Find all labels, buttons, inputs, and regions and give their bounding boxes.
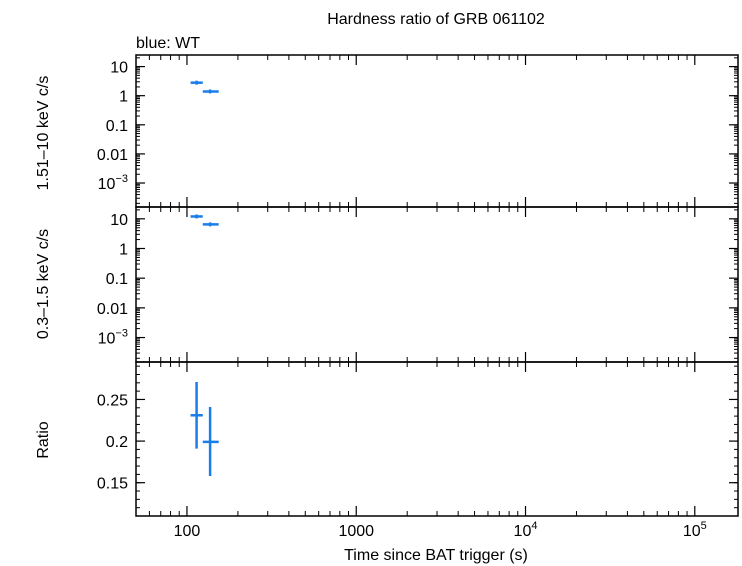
y-tick-label: 10	[110, 60, 128, 77]
x-tick-label: 104	[514, 520, 538, 540]
y-tick-label: 0.1	[106, 118, 128, 135]
panel-2-ylabel: 0.3–1.5 keV c/s	[35, 229, 52, 339]
panel-3-frame	[135, 361, 739, 517]
panel-1: 10 1 0.1 0.01 10−3	[97, 54, 739, 208]
y-tick-label: 0.15	[97, 476, 128, 493]
panel-1-frame	[135, 54, 739, 208]
y-tick-label: 10	[110, 212, 128, 229]
y-tick-label: 1	[119, 241, 128, 258]
panel-3-data-point-2	[202, 406, 219, 477]
y-tick-label: 0.01	[97, 147, 128, 164]
x-tick-label: 1000	[338, 523, 374, 540]
y-tick-label: 1	[119, 89, 128, 106]
x-tick-label: 105	[683, 520, 707, 540]
y-tick-label: 0.1	[106, 271, 128, 288]
y-tick-label: 0.25	[97, 392, 128, 409]
y-tick-label: 10−3	[98, 328, 128, 348]
x-tick-label: 100	[174, 523, 201, 540]
y-tick-label: 10−3	[98, 173, 128, 193]
chart-subtitle: blue: WT	[136, 35, 200, 52]
panel-1-data-point-2	[202, 89, 219, 94]
y-tick-label: 0.2	[106, 434, 128, 451]
panel-2-data-point-2	[202, 222, 219, 227]
panel-1-data-point-1	[190, 80, 203, 85]
panel-3-ylabel: Ratio	[35, 421, 52, 458]
chart-title: Hardness ratio of GRB 061102	[327, 11, 545, 28]
panel-3: 0.25 0.2 0.15	[97, 361, 739, 517]
panel-2: 10 1 0.1 0.01 10−3	[97, 206, 739, 363]
panel-2-frame	[135, 206, 739, 363]
plot-area: 10 1 0.1 0.01 10−3 10 1 0.1 0.01 10−3 0.25 0.2 0.15 1…	[97, 54, 739, 540]
panel-1-ylabel: 1.51–10 keV c/s	[35, 76, 52, 191]
panel-3-data-point-1	[190, 381, 203, 449]
y-tick-label: 0.01	[97, 301, 128, 318]
x-axis-label: Time since BAT trigger (s)	[344, 547, 528, 564]
panel-2-data-point-1	[190, 214, 203, 219]
